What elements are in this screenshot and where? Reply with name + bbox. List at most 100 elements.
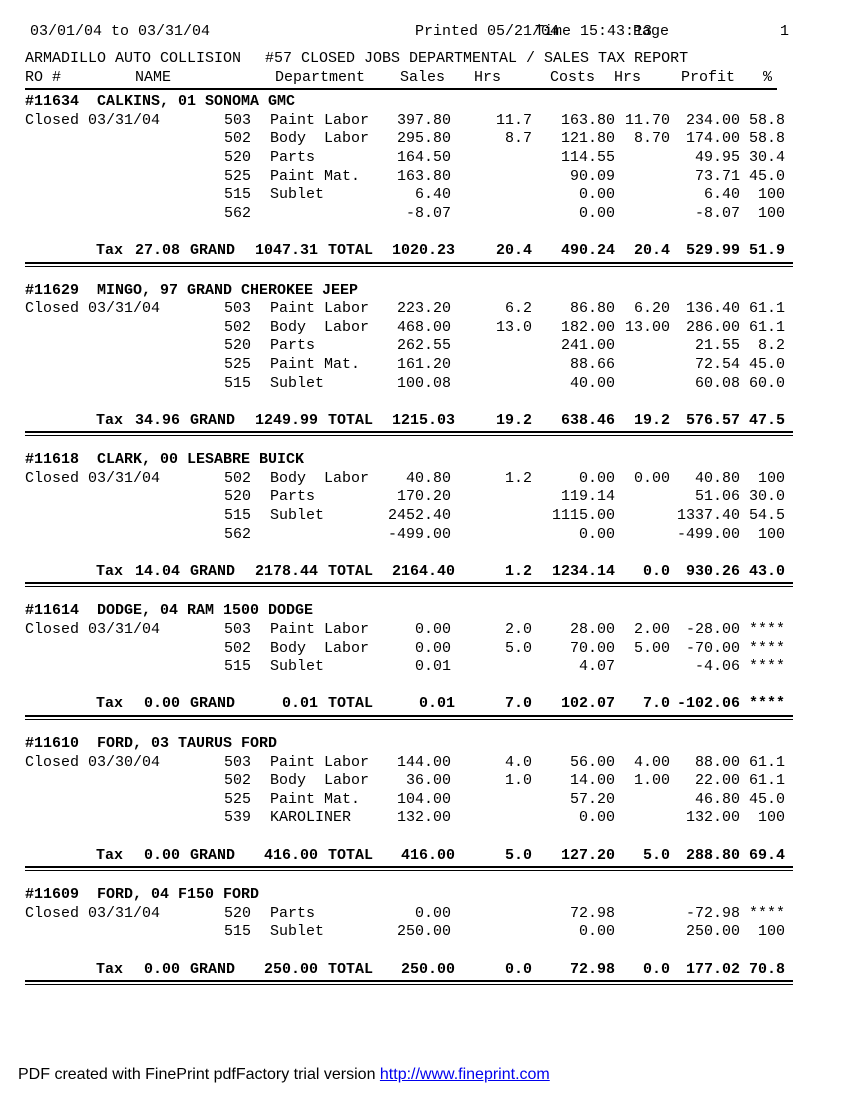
profit-value: 46.80 [694, 790, 740, 808]
sales-value: 0.00 [414, 904, 451, 922]
job-detail-row: 502 Body Labor 0.00 5.0 70.00 5.00 -70.00 **** [25, 640, 850, 659]
costs-value: 72.98 [569, 904, 615, 922]
tax-value: 34.96 [134, 411, 180, 429]
total-profit-value: 930.26 [685, 562, 740, 580]
job-customer-vehicle: CALKINS, 01 SONOMA GMC [97, 93, 296, 111]
job-customer-vehicle: DODGE, 04 RAM 1500 DODGE [97, 602, 314, 620]
pct-value: **** [748, 639, 785, 657]
col-header-ro: RO # [25, 69, 62, 87]
hrs-value [451, 375, 532, 394]
total-profit-value: -102.06 [676, 695, 740, 713]
profit-value: 72.54 [694, 355, 740, 373]
pct-value: 100 [757, 923, 785, 941]
pct-value: 45.0 [748, 167, 785, 185]
total-costs-value: 127.20 [560, 846, 615, 864]
job-total-row: Tax 34.96 GRAND 1249.99 TOTAL 1215.03 19.2 638.… [25, 412, 850, 431]
grand-total-value: 2178.44 [254, 562, 318, 580]
dept-code: 520 [224, 337, 252, 355]
costs-value: 90.09 [569, 167, 615, 185]
job-detail-row: Closed 03/31/04 502 Body Labor 40.80 1.2 0.00… [25, 470, 850, 489]
total-double-rule [25, 261, 793, 267]
job-detail-row: 515 Sublet 2452.40 1115.00 1337.40 54.5 [25, 507, 850, 526]
sales-value: 40.80 [405, 469, 451, 487]
profit-value: 234.00 [685, 111, 740, 129]
profit-value: -4.06 [694, 658, 740, 676]
footer-link[interactable]: http://www.fineprint.com [379, 1066, 550, 1083]
tax-value: 0.00 [143, 846, 180, 864]
hrs2-value [615, 526, 670, 545]
tax-label: Tax [95, 411, 123, 429]
sales-value: 100.08 [396, 374, 451, 392]
pct-value: 30.4 [748, 148, 785, 166]
hrs-value: 2.0 [504, 621, 532, 639]
jobs-list: #11634 CALKINS, 01 SONOMA GMC Closed 03/31… [25, 93, 850, 986]
sales-value: 0.00 [414, 639, 451, 657]
dept-name: Body Labor [270, 469, 370, 487]
grand-label: GRAND [190, 562, 236, 580]
header-underline [25, 88, 777, 91]
total-sales-value: 250.00 [400, 960, 455, 978]
sales-value: 295.80 [396, 130, 451, 148]
hrs-value: 8.7 [504, 130, 532, 148]
hrs2-value [615, 809, 670, 828]
sales-value: 104.00 [396, 790, 451, 808]
sales-value: -499.00 [387, 525, 451, 543]
col-header-department: Department [275, 69, 366, 87]
job-detail-row: 539 KAROLINER 132.00 0.00 132.00 100 [25, 809, 850, 828]
dept-code: 503 [224, 111, 252, 129]
hrs-value [451, 168, 532, 187]
hrs-value: 11.7 [495, 111, 532, 129]
tax-label: Tax [95, 846, 123, 864]
hrs-value [451, 488, 532, 507]
sales-value: 164.50 [396, 148, 451, 166]
total-hrs2-value: 0.0 [642, 562, 670, 580]
costs-value: 0.00 [578, 186, 615, 204]
sales-value: 0.01 [414, 658, 451, 676]
job-total-row: Tax 0.00 GRAND 0.01 TOTAL 0.01 7.0 102.07 7.0 -10… [25, 695, 850, 714]
job-detail-row: 562 -8.07 0.00 -8.07 100 [25, 205, 850, 224]
costs-value: 182.00 [560, 318, 615, 336]
job-title-row: #11614 DODGE, 04 RAM 1500 DODGE [25, 602, 850, 621]
col-header-hrs: Hrs [474, 69, 502, 87]
closed-date [25, 526, 220, 545]
dept-name: Paint Labor [270, 621, 370, 639]
dept-code: 502 [224, 639, 252, 657]
dept-name: Sublet [270, 186, 325, 204]
hrs2-value [615, 186, 670, 205]
profit-value: 51.06 [694, 488, 740, 506]
tax-value: 14.04 [134, 562, 180, 580]
closed-date: Closed 03/30/04 [25, 753, 161, 771]
job-detail-row: 520 Parts 262.55 241.00 21.55 8.2 [25, 337, 850, 356]
total-profit-value: 529.99 [685, 241, 740, 259]
sales-value: 0.00 [414, 621, 451, 639]
hrs-value: 1.0 [504, 772, 532, 790]
total-pct-value: 51.9 [748, 241, 785, 259]
dept-code: 520 [224, 488, 252, 506]
sales-value: 262.55 [396, 337, 451, 355]
page-number: 1 [780, 23, 790, 40]
costs-value: 114.55 [560, 148, 615, 166]
hrs2-value: 4.00 [633, 753, 670, 771]
grand-label: GRAND [190, 411, 236, 429]
costs-value: 119.14 [560, 488, 615, 506]
sales-value: 6.40 [414, 186, 451, 204]
job-title-row: #11634 CALKINS, 01 SONOMA GMC [25, 93, 850, 112]
job-detail-row: 520 Parts 170.20 119.14 51.06 30.0 [25, 488, 850, 507]
job-block: #11618 CLARK, 00 LESABRE BUICK Closed 03/3… [25, 451, 850, 588]
job-customer-vehicle: MINGO, 97 GRAND CHEROKEE JEEP [97, 281, 359, 299]
hrs-value [451, 791, 532, 810]
dept-name: Sublet [270, 658, 325, 676]
closed-date [25, 375, 220, 394]
sales-value: 161.20 [396, 355, 451, 373]
hrs2-value [615, 905, 670, 924]
job-detail-row: 502 Body Labor 36.00 1.0 14.00 1.00 22.00 61.1 [25, 772, 850, 791]
report-title: #57 CLOSED JOBS DEPARTMENTAL / SALES TAX… [265, 49, 689, 67]
col-header-costs: Costs [550, 69, 596, 87]
closed-date: Closed 03/31/04 [25, 621, 161, 639]
total-hrs2-value: 7.0 [642, 695, 670, 713]
dept-code: 515 [224, 186, 252, 204]
hrs2-value [615, 168, 670, 187]
dept-name: Body Labor [270, 318, 370, 336]
total-costs-value: 102.07 [560, 695, 615, 713]
total-profit-value: 576.57 [685, 411, 740, 429]
